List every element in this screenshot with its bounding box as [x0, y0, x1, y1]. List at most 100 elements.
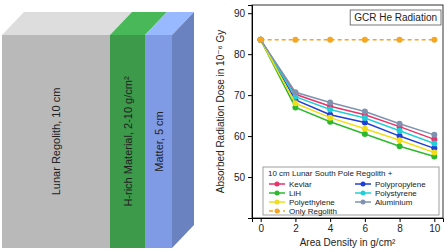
y-tick-mark — [248, 54, 252, 55]
series-marker — [397, 128, 403, 134]
legend-label: Aluminium — [375, 198, 413, 207]
series-marker — [397, 121, 403, 127]
series-marker — [258, 37, 264, 43]
series-marker — [292, 89, 298, 95]
plot-frame — [252, 5, 443, 218]
legend: 10 cm Lunar South Pole Regolith + Kevlar P… — [263, 167, 439, 216]
x-tick-label: 8 — [397, 223, 403, 234]
y-tick: 70 — [234, 90, 252, 101]
y-tick-mark — [248, 177, 252, 178]
x-tick: 2 — [293, 218, 299, 234]
series-marker — [397, 37, 403, 43]
legend-marker — [361, 182, 366, 187]
legend-marker — [275, 191, 280, 196]
series-marker — [431, 140, 437, 146]
x-tick-mark — [434, 218, 435, 222]
legend-entry: Polyethylene — [269, 198, 335, 207]
series-marker — [362, 131, 368, 137]
series-marker — [327, 115, 333, 121]
legend-entry: Kevlar — [269, 180, 312, 189]
series-marker — [258, 37, 264, 43]
legend-entry: LiH — [269, 189, 301, 198]
x-tick: 8 — [397, 218, 403, 234]
x-tick-mark — [400, 218, 401, 222]
series-marker — [258, 37, 264, 43]
y-tick-mark — [248, 136, 252, 137]
layer-front — [2, 35, 110, 248]
legend-label: LiH — [289, 189, 301, 198]
layer-front — [110, 35, 145, 248]
series-marker — [431, 132, 437, 138]
legend-marker — [361, 200, 366, 205]
layer-label: H-rich Material, 2-10 g/cm² — [122, 76, 134, 207]
legend-marker — [275, 209, 280, 214]
series-marker — [362, 109, 368, 115]
y-tick-mark — [248, 95, 252, 96]
series-marker — [327, 99, 333, 105]
series-marker — [431, 149, 437, 155]
legend-entry: Polypropylene — [355, 180, 426, 189]
x-tick: 4 — [328, 218, 334, 234]
y-tick: 50 — [234, 172, 252, 183]
x-tick-mark — [365, 218, 366, 222]
legend-marker — [275, 200, 280, 205]
y-axis-title: Absorbed Radiation Dose in 10⁻⁶ Gy — [215, 30, 226, 193]
y-tick-label: 70 — [234, 90, 246, 101]
figure: Lunar Regolith, 10 cm H-rich Material, 2-… — [0, 0, 448, 252]
series-marker — [258, 37, 264, 43]
y-tick-label: 50 — [234, 172, 246, 183]
y-tick-label: 90 — [234, 8, 246, 19]
legend-entry: Aluminium — [355, 198, 413, 207]
legend-label: Polypropylene — [375, 180, 426, 189]
series-line — [261, 40, 435, 157]
series-line — [261, 40, 435, 144]
layer-label: Matter, 5 cm — [153, 111, 165, 172]
series-marker — [362, 37, 368, 43]
title-frame — [350, 10, 441, 25]
x-tick-label: 6 — [363, 223, 369, 234]
series-line — [261, 39, 435, 41]
legend-label: Kevlar — [289, 180, 312, 189]
x-tick-label: 0 — [258, 223, 264, 234]
x-tick-label: 2 — [293, 223, 299, 234]
y-tick: 60 — [234, 131, 252, 142]
x-tick-mark — [261, 218, 262, 222]
x-axis-line — [253, 219, 444, 223]
series-line — [261, 40, 435, 153]
y-tick-label: 60 — [234, 131, 246, 142]
y-axis: 50 60 70 80 90 — [234, 6, 253, 219]
series-marker — [292, 37, 298, 43]
series-marker — [327, 37, 333, 43]
legend-marker — [275, 182, 280, 187]
series-line — [261, 40, 435, 135]
series-marker — [258, 37, 264, 43]
legend-entry: Only Regolith — [269, 207, 337, 216]
layer-diagram: Lunar Regolith, 10 cm H-rich Material, 2-… — [2, 12, 194, 248]
x-tick-label: 10 — [429, 223, 441, 234]
series-marker — [397, 137, 403, 143]
layer-top — [2, 12, 132, 35]
title-box: GCR He Radiation — [350, 10, 441, 25]
series-marker — [362, 126, 368, 132]
plot-area — [258, 37, 438, 160]
x-axis-title: Area Density in g/cm² — [300, 237, 396, 248]
y-tick: 90 — [234, 8, 252, 19]
series-marker — [258, 37, 264, 43]
legend-title: 10 cm Lunar South Pole Regolith + — [268, 169, 393, 178]
x-tick-mark — [295, 218, 296, 222]
y-tick: 80 — [234, 49, 252, 60]
legend-marker — [361, 191, 366, 196]
series-marker — [362, 115, 368, 121]
y-axis-line — [248, 6, 253, 219]
layer-label: Lunar Regolith, 10 cm — [50, 88, 62, 196]
y-tick-label: 80 — [234, 49, 246, 60]
series-marker — [397, 143, 403, 149]
series-marker — [258, 37, 264, 43]
x-tick-label: 4 — [328, 223, 334, 234]
x-axis: 0 2 4 6 8 10 — [253, 218, 444, 234]
y-tick-mark — [248, 13, 252, 14]
legend-label: Only Regolith — [289, 207, 337, 216]
x-tick: 0 — [258, 218, 264, 234]
series-line — [261, 40, 435, 149]
series-marker — [327, 106, 333, 112]
